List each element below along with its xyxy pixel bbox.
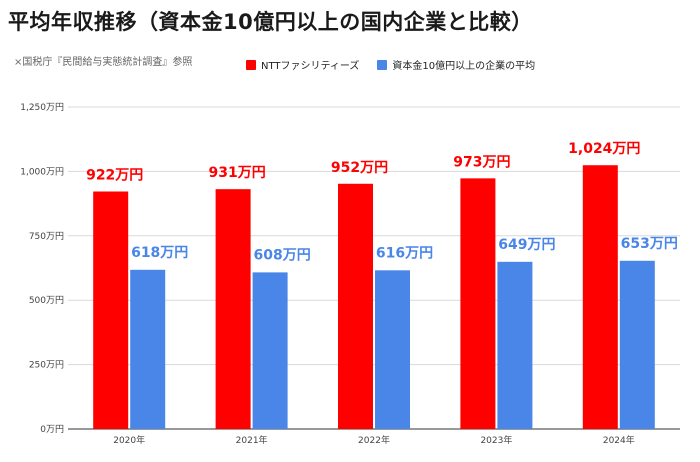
legend: NTTファシリティーズ 資本金10億円以上の企業の平均	[246, 57, 535, 72]
bar-series-b	[619, 260, 655, 429]
data-label-series-a: 1,024万円	[568, 141, 640, 157]
bar-series-b	[130, 269, 166, 429]
source-note: ×国税庁『民間給与実態統計調査』参照	[14, 57, 193, 68]
y-tick-label: 1,000万円	[20, 166, 64, 177]
data-label-series-a: 931万円	[208, 165, 265, 181]
data-label-series-b: 618万円	[131, 245, 188, 261]
data-label-series-b: 616万円	[376, 245, 433, 261]
bar-series-a	[338, 183, 373, 429]
bar-series-b	[375, 270, 410, 429]
y-tick-label: 500万円	[29, 295, 64, 306]
bar-series-b	[252, 272, 288, 429]
bar-series-a	[460, 178, 496, 429]
x-tick-label: 2021年	[236, 434, 268, 446]
data-label-series-b: 653万円	[621, 236, 678, 252]
x-tick-label: 2020年	[113, 434, 145, 446]
legend-label-series-a: NTTファシリティーズ	[261, 61, 360, 72]
x-tick-label: 2024年	[603, 434, 635, 446]
x-tick-label: 2023年	[480, 434, 512, 446]
legend-item-series-a: NTTファシリティーズ	[246, 57, 359, 72]
data-label-series-b: 608万円	[253, 247, 310, 263]
bar-series-a	[215, 189, 251, 429]
legend-swatch-series-a	[246, 59, 256, 70]
data-label-series-a: 973万円	[453, 154, 510, 170]
legend-swatch-series-b	[377, 59, 388, 70]
y-tick-label: 750万円	[29, 231, 64, 242]
legend-label-series-b: 資本金10億円以上の企業の平均	[392, 61, 536, 72]
data-label-series-a: 952万円	[331, 160, 388, 176]
y-tick-label: 250万円	[29, 360, 64, 371]
data-label-series-a: 922万円	[86, 167, 143, 183]
legend-item-series-b: 資本金10億円以上の企業の平均	[377, 57, 535, 72]
bar-series-b	[497, 261, 533, 429]
x-tick-label: 2022年	[358, 434, 390, 446]
data-label-series-b: 649万円	[498, 237, 555, 253]
chart-title: 平均年収推移（資本金10億円以上の国内企業と比較）	[8, 10, 533, 34]
bar-series-a	[93, 191, 129, 429]
y-tick-label: 0万円	[40, 424, 64, 435]
bar-series-a	[582, 165, 618, 430]
y-tick-label: 1,250万円	[20, 102, 64, 113]
